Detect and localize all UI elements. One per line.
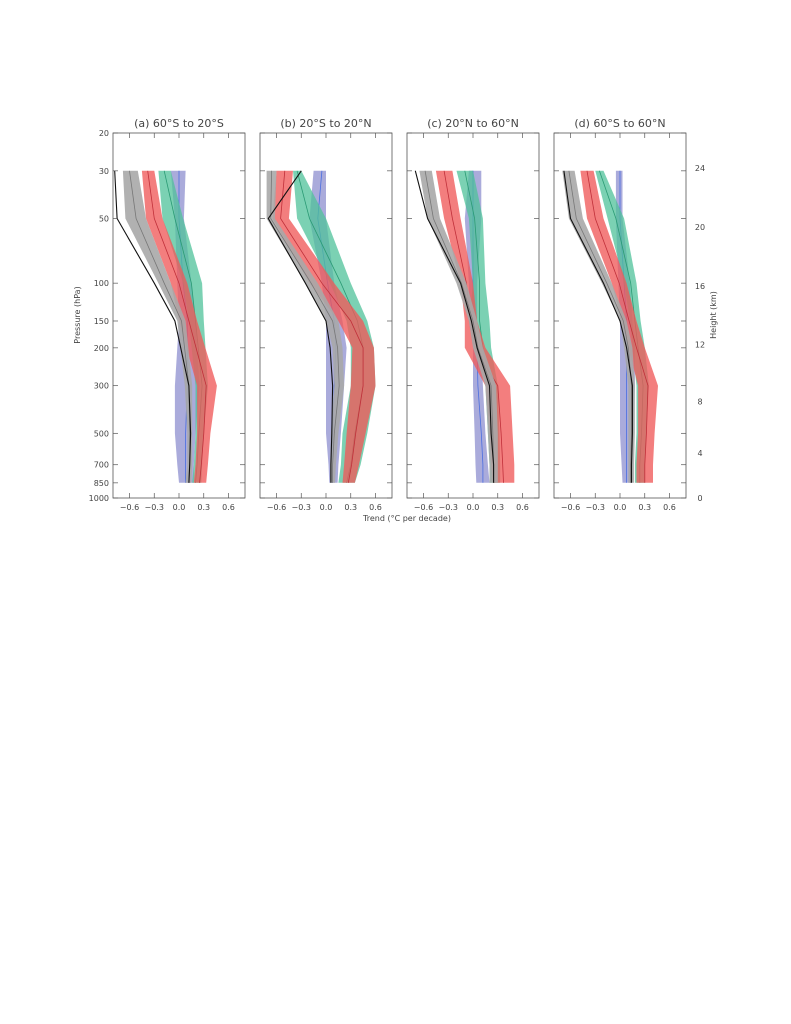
x-tick-label: −0.6 <box>414 503 433 512</box>
right-y-tick-label: 0 <box>697 494 702 503</box>
panel-b: −0.6 −0.3 0.0 0.3 0.6 (b) 20°S to 20°N <box>259 117 393 512</box>
band-grey <box>419 170 498 483</box>
y-tick-label: 300 <box>94 382 109 391</box>
right-y-tick-label: 12 <box>695 341 705 350</box>
band-red <box>580 170 658 483</box>
x-tick-label: 0.3 <box>197 503 210 512</box>
x-tick-label: 0.6 <box>222 503 235 512</box>
x-tick-label: −0.6 <box>267 503 286 512</box>
x-tick-label: 0.3 <box>344 503 357 512</box>
right-y-tick-label: 20 <box>695 223 705 232</box>
line-red <box>280 170 364 483</box>
x-tick-label: −0.3 <box>145 503 164 512</box>
panel-title: (b) 20°S to 20°N <box>280 117 371 130</box>
y-tick-label: 1000 <box>89 494 109 503</box>
line-black <box>563 170 633 483</box>
y-tick-label: 850 <box>94 479 109 488</box>
panel-title: (c) 20°N to 60°N <box>427 117 519 130</box>
line-black <box>267 170 334 483</box>
line-grey <box>568 170 632 483</box>
panel-title: (d) 60°S to 60°N <box>574 117 665 130</box>
y-tick-label: 30 <box>99 167 109 176</box>
panel-title: (a) 60°S to 20°S <box>134 117 224 130</box>
y-axis-label-right: Height (km) <box>709 291 718 339</box>
band-green <box>158 170 208 483</box>
band-grey <box>122 170 193 483</box>
x-tick-label: −0.3 <box>292 503 311 512</box>
y-tick-label: 20 <box>99 129 109 138</box>
right-y-tick-label: 8 <box>697 398 702 407</box>
line-red <box>147 170 207 483</box>
band-red <box>272 170 376 483</box>
x-tick-label: 0.3 <box>491 503 504 512</box>
panel-a: −0.6 −0.3 0.0 0.3 0.6 20 30 50 100 150 200 300 500 70… <box>89 117 246 512</box>
x-tick-label: 0.0 <box>173 503 186 512</box>
x-tick-label: −0.3 <box>586 503 605 512</box>
x-tick-label: 0.6 <box>369 503 382 512</box>
y-tick-label: 500 <box>94 429 109 438</box>
band-red <box>141 170 217 483</box>
x-tick-label: 0.6 <box>516 503 529 512</box>
right-y-tick-label: 24 <box>695 164 705 173</box>
x-tick-label: −0.6 <box>120 503 139 512</box>
line-red <box>586 170 649 483</box>
y-tick-label: 150 <box>94 317 109 326</box>
x-tick-label: 0.0 <box>467 503 480 512</box>
x-axis-label: Trend (°C per decade) <box>362 514 451 523</box>
right-y-tick-label: 16 <box>695 282 705 291</box>
x-tick-label: 0.0 <box>614 503 627 512</box>
right-y-tick-label: 4 <box>697 449 702 458</box>
x-tick-label: 0.3 <box>638 503 651 512</box>
y-axis-label-left: Pressure (hPa) <box>73 286 82 343</box>
panel-d: −0.6 −0.3 0.0 0.3 0.6 0 4 8 12 16 20 24 (d) 60°S to … <box>553 117 705 512</box>
line-grey <box>424 170 495 483</box>
y-tick-label: 200 <box>94 344 109 353</box>
x-tick-label: 0.6 <box>663 503 676 512</box>
y-tick-label: 700 <box>94 461 109 470</box>
x-tick-label: −0.3 <box>439 503 458 512</box>
y-tick-label: 100 <box>94 279 109 288</box>
x-tick-label: −0.6 <box>561 503 580 512</box>
band-grey <box>562 170 635 483</box>
panel-c: −0.6 −0.3 0.0 0.3 0.6 (c) 20°N to 60°N <box>406 117 540 512</box>
line-black <box>114 170 192 483</box>
line-black <box>414 170 495 483</box>
y-tick-label: 50 <box>99 214 109 223</box>
x-tick-label: 0.0 <box>320 503 333 512</box>
line-grey <box>270 170 340 483</box>
panels: −0.6 −0.3 0.0 0.3 0.620305010015020030050070… <box>89 117 705 512</box>
